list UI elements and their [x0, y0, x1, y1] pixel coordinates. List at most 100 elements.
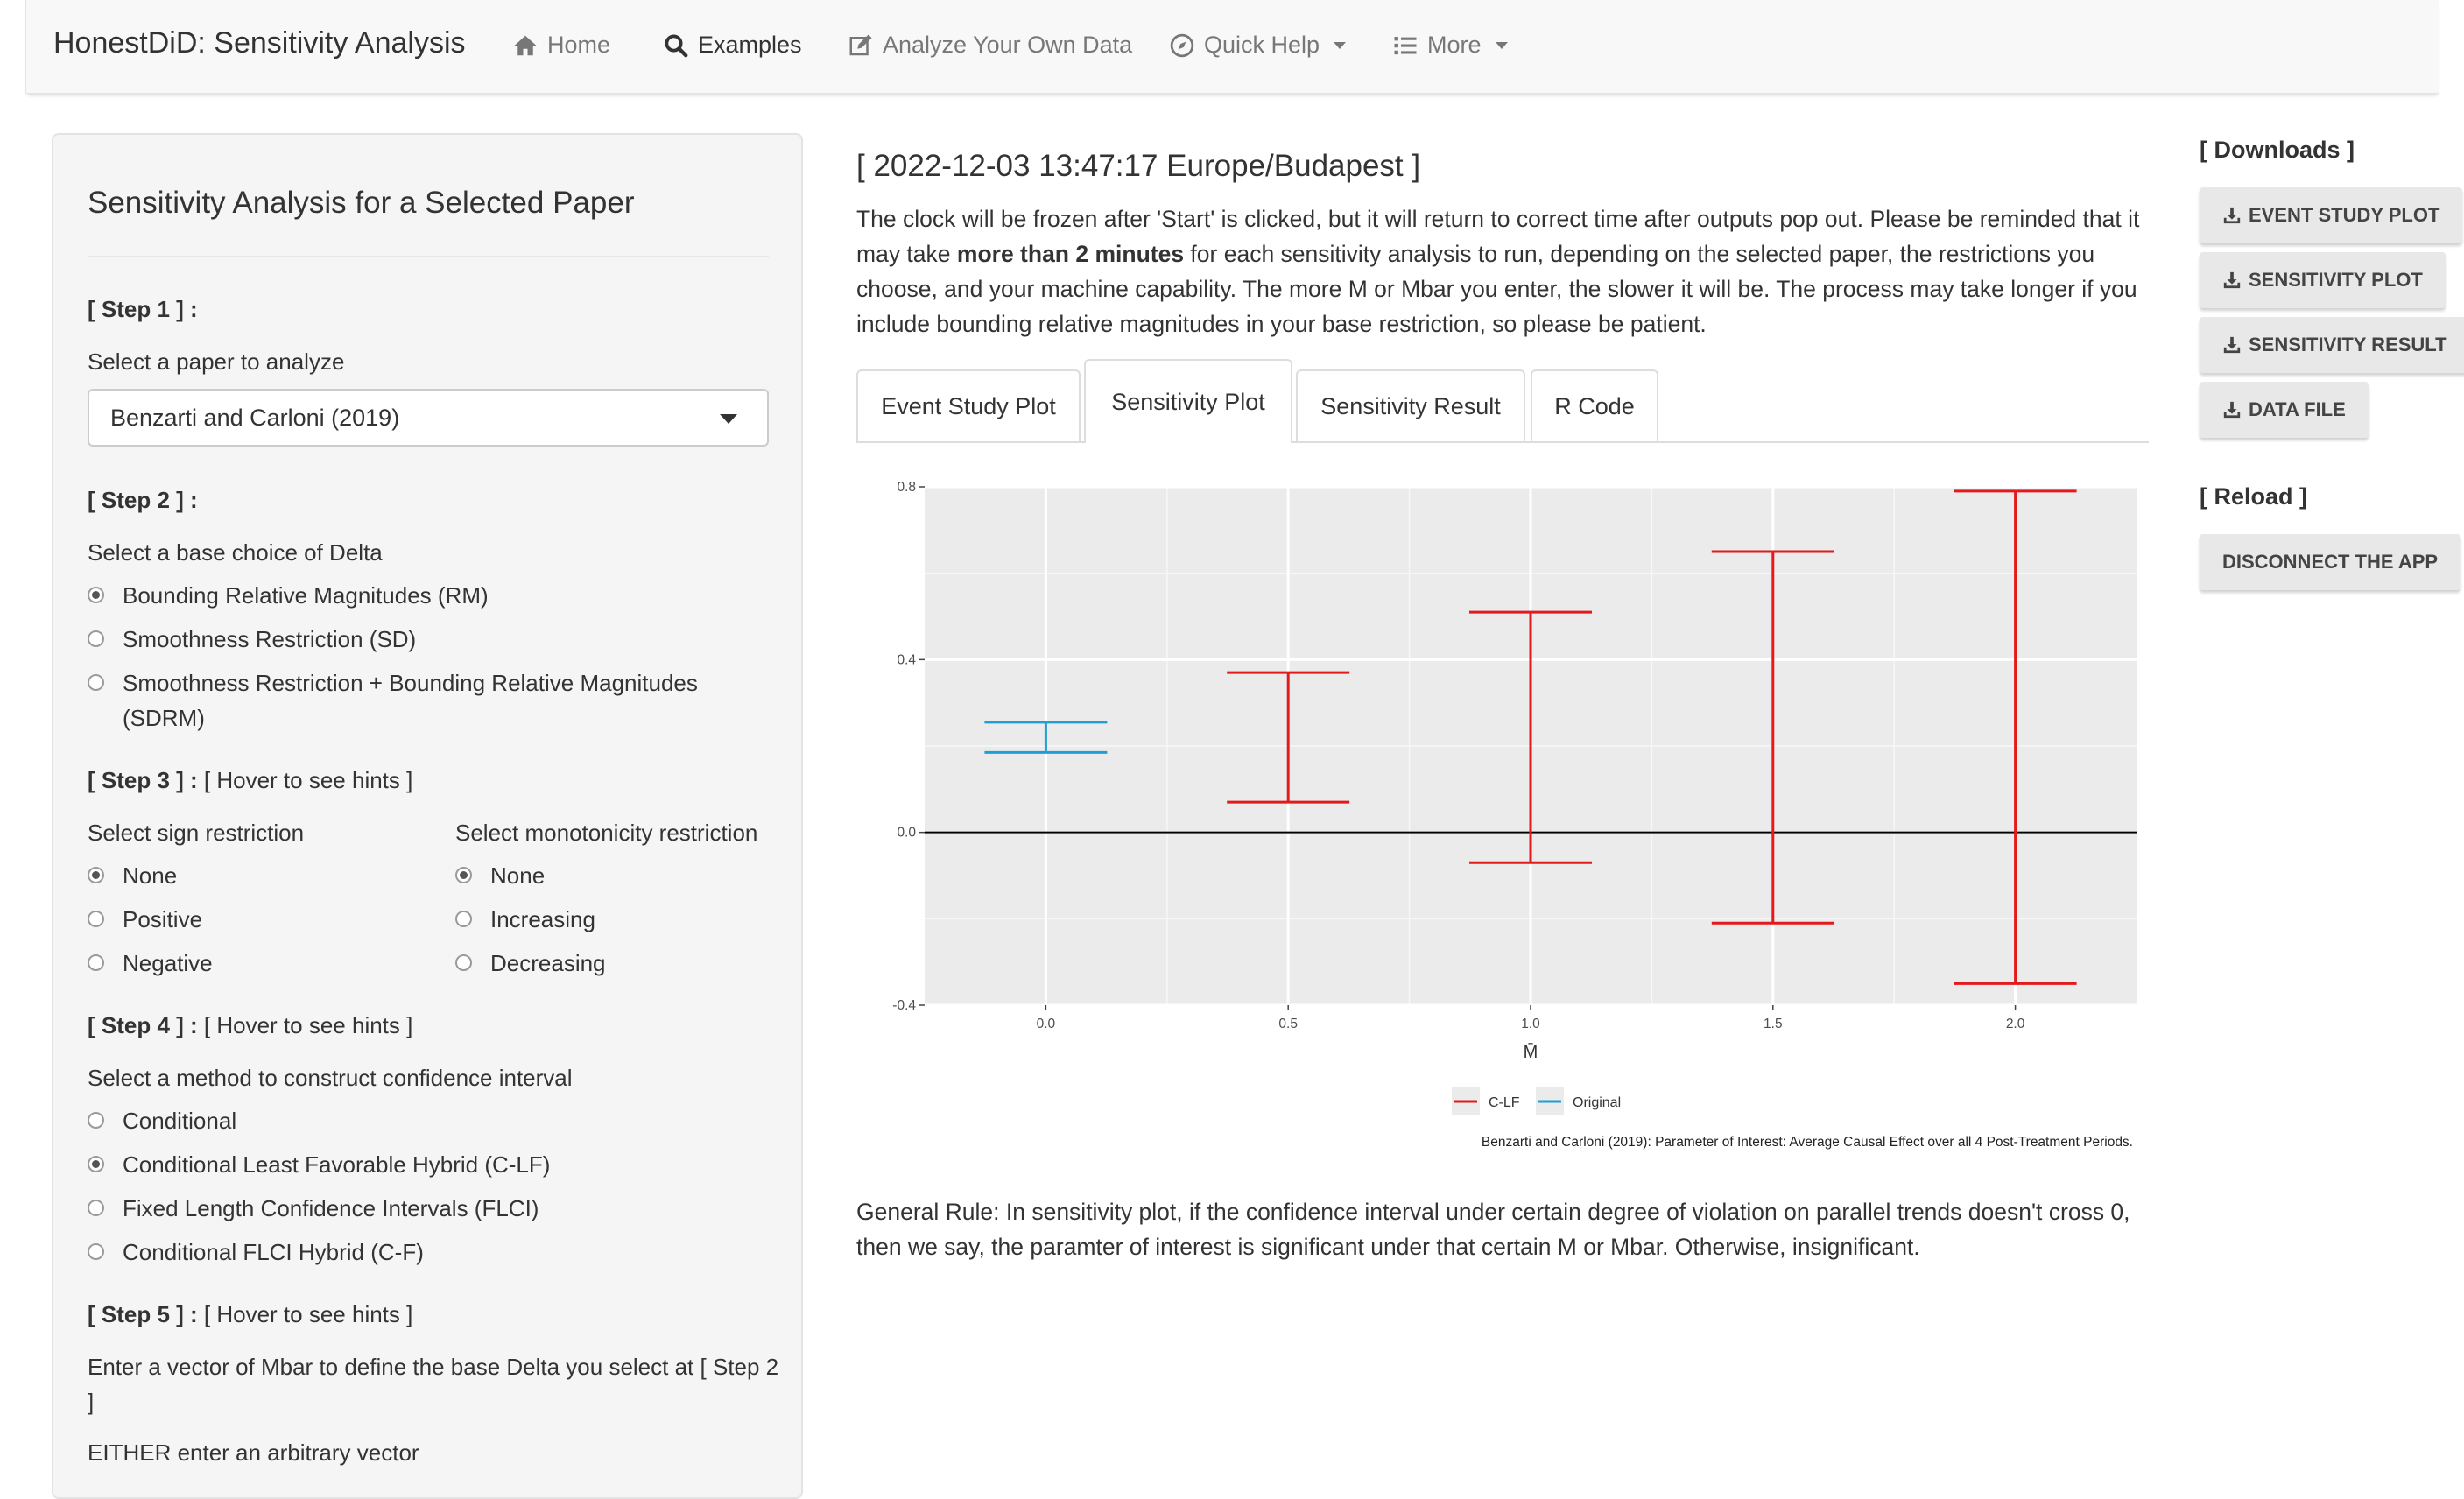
step5-hint[interactable]: [ Hover to see hints ]: [203, 1301, 413, 1327]
list-icon: [1394, 36, 1417, 54]
disconnect-app-button[interactable]: DISCONNECT THE APP: [2200, 534, 2461, 590]
nav-more[interactable]: More: [1392, 32, 1508, 59]
mono-option-none: None: [490, 862, 546, 889]
tab-sensitivity-result[interactable]: Sensitivity Result: [1296, 369, 1525, 441]
step5-label: [ Step 5 ] :: [88, 1301, 198, 1327]
edit-icon: [849, 34, 872, 55]
mbar-prompt-line2: ]: [88, 1389, 95, 1415]
radio-ci-conditional[interactable]: [88, 1112, 104, 1129]
y-tick-label: 0.0: [897, 826, 916, 841]
ci-option-conditional: Conditional: [123, 1108, 237, 1134]
errorbar-c-lf: [1469, 610, 1592, 864]
x-tick-label: 2.0: [2006, 1017, 2025, 1031]
download-icon: [2223, 207, 2241, 224]
sidebar-panel: Sensitivity Analysis for a Selected Pape…: [52, 133, 803, 1499]
search-icon: [665, 34, 688, 57]
x-tick-label: 0.0: [1037, 1017, 1056, 1031]
radio-delta-sd[interactable]: [88, 630, 104, 647]
download-event-study-plot-button[interactable]: EVENT STUDY PLOT: [2200, 187, 2463, 243]
notice-emphasis: more than 2 minutes: [956, 241, 1185, 267]
ci-method-prompt: Select a method to construct confidence …: [88, 1065, 573, 1091]
tabs-baseline: [856, 441, 2149, 443]
legend-label-original: Original: [1573, 1095, 1621, 1110]
y-tick-label: 0.4: [897, 652, 916, 667]
download-sensitivity-plot-button[interactable]: SENSITIVITY PLOT: [2200, 252, 2446, 308]
nav-home[interactable]: Home: [512, 32, 610, 59]
radio-sign-positive[interactable]: [88, 911, 104, 927]
nav-analyze-label: Analyze Your Own Data: [883, 32, 1133, 58]
chart-caption: Benzarti and Carloni (2019): Parameter o…: [1482, 1135, 2133, 1150]
step5-header: [ Step 5 ] : [ Hover to see hints ]: [88, 1301, 412, 1328]
radio-sign-negative[interactable]: [88, 954, 104, 971]
nav-more-label: More: [1427, 32, 1482, 58]
radio-sign-none[interactable]: [88, 867, 104, 883]
download-data-file-button[interactable]: DATA FILE: [2200, 382, 2369, 438]
errorbar-c-lf: [1954, 489, 2077, 985]
download-icon: [2223, 336, 2241, 354]
step4-label: [ Step 4 ] :: [88, 1012, 198, 1038]
nav-examples-label: Examples: [698, 32, 802, 58]
home-icon: [514, 35, 537, 55]
legend-label-c-lf: C-LF: [1489, 1095, 1520, 1110]
nav-analyze[interactable]: Analyze Your Own Data: [848, 32, 1132, 59]
mono-option-increasing: Increasing: [490, 906, 595, 932]
delta-option-rm: Bounding Relative Magnitudes (RM): [123, 582, 489, 609]
y-tick-label: 0.8: [897, 480, 916, 495]
tab-sensitivity-plot[interactable]: Sensitivity Plot: [1084, 359, 1292, 443]
nav-home-label: Home: [547, 32, 611, 58]
x-tick-label: 1.5: [1764, 1017, 1783, 1031]
nav-examples[interactable]: Examples: [663, 32, 802, 59]
download-sensitivity-result-button[interactable]: SENSITIVITY RESULT: [2200, 317, 2464, 373]
step4-hint[interactable]: [ Hover to see hints ]: [203, 1012, 413, 1038]
mono-prompt: Select monotonicity restriction: [455, 820, 758, 846]
mbar-prompt-line1: Enter a vector of Mbar to define the bas…: [88, 1354, 779, 1380]
step2-prompt: Select a base choice of Delta: [88, 539, 383, 566]
radio-delta-rm[interactable]: [88, 587, 104, 603]
mono-option-decreasing: Decreasing: [490, 950, 606, 976]
errorbar-c-lf: [1711, 550, 1834, 925]
x-tick-label: 1.0: [1521, 1017, 1540, 1031]
step3-label: [ Step 3 ] :: [88, 767, 198, 793]
delta-option-sdrm: Smoothness Restriction + Bounding Relati…: [123, 670, 698, 696]
radio-delta-sdrm[interactable]: [88, 674, 104, 691]
chevron-down-icon: [1495, 41, 1508, 49]
caret-down-icon: [720, 414, 737, 424]
radio-mono-decreasing[interactable]: [455, 954, 472, 971]
nav-quick-help-label: Quick Help: [1204, 32, 1320, 58]
tab-event-study-plot[interactable]: Event Study Plot: [856, 369, 1081, 441]
mbar-either-text: EITHER enter an arbitrary vector: [88, 1439, 419, 1466]
general-rule-text: General Rule: In sensitivity plot, if th…: [856, 1199, 2130, 1260]
compass-icon: [1170, 33, 1194, 57]
radio-ci-flci[interactable]: [88, 1200, 104, 1216]
step3-hint[interactable]: [ Hover to see hints ]: [203, 767, 413, 793]
errorbar-c-lf: [1227, 671, 1350, 804]
delta-option-sdrm-cont: (SDRM): [123, 705, 205, 731]
nav-quick-help[interactable]: Quick Help: [1169, 32, 1347, 59]
ci-option-clf: Conditional Least Favorable Hybrid (C-LF…: [123, 1151, 551, 1178]
step1-label: [ Step 1 ] :: [88, 296, 198, 322]
errorbar-original: [984, 721, 1108, 754]
radio-ci-clf[interactable]: [88, 1156, 104, 1172]
x-tick-label: 0.5: [1278, 1017, 1298, 1031]
sign-option-negative: Negative: [123, 950, 213, 976]
sign-option-positive: Positive: [123, 906, 203, 932]
paper-select[interactable]: Benzarti and Carloni (2019): [88, 389, 769, 447]
ci-option-cf: Conditional FLCI Hybrid (C-F): [123, 1239, 424, 1265]
radio-ci-cf[interactable]: [88, 1243, 104, 1260]
chevron-down-icon: [1334, 41, 1347, 49]
radio-mono-increasing[interactable]: [455, 911, 472, 927]
step4-header: [ Step 4 ] : [ Hover to see hints ]: [88, 1012, 412, 1039]
ci-option-flci: Fixed Length Confidence Intervals (FLCI): [123, 1195, 539, 1221]
radio-mono-none[interactable]: [455, 867, 472, 883]
app-brand[interactable]: HonestDiD: Sensitivity Analysis: [53, 26, 466, 60]
step3-header: [ Step 3 ] : [ Hover to see hints ]: [88, 767, 412, 794]
downloads-title: [ Downloads ]: [2200, 137, 2355, 163]
sidebar-title: Sensitivity Analysis for a Selected Pape…: [88, 186, 635, 220]
sign-option-none: None: [123, 862, 178, 889]
tab-r-code[interactable]: R Code: [1531, 369, 1658, 441]
x-axis-title: M̄: [1524, 1042, 1538, 1062]
notice-paragraph: The clock will be frozen after 'Start' i…: [856, 206, 2140, 337]
top-navbar: HonestDiD: Sensitivity Analysis Home Exa…: [25, 0, 2439, 94]
step1-prompt: Select a paper to analyze: [88, 348, 345, 375]
paper-select-value: Benzarti and Carloni (2019): [110, 405, 400, 431]
